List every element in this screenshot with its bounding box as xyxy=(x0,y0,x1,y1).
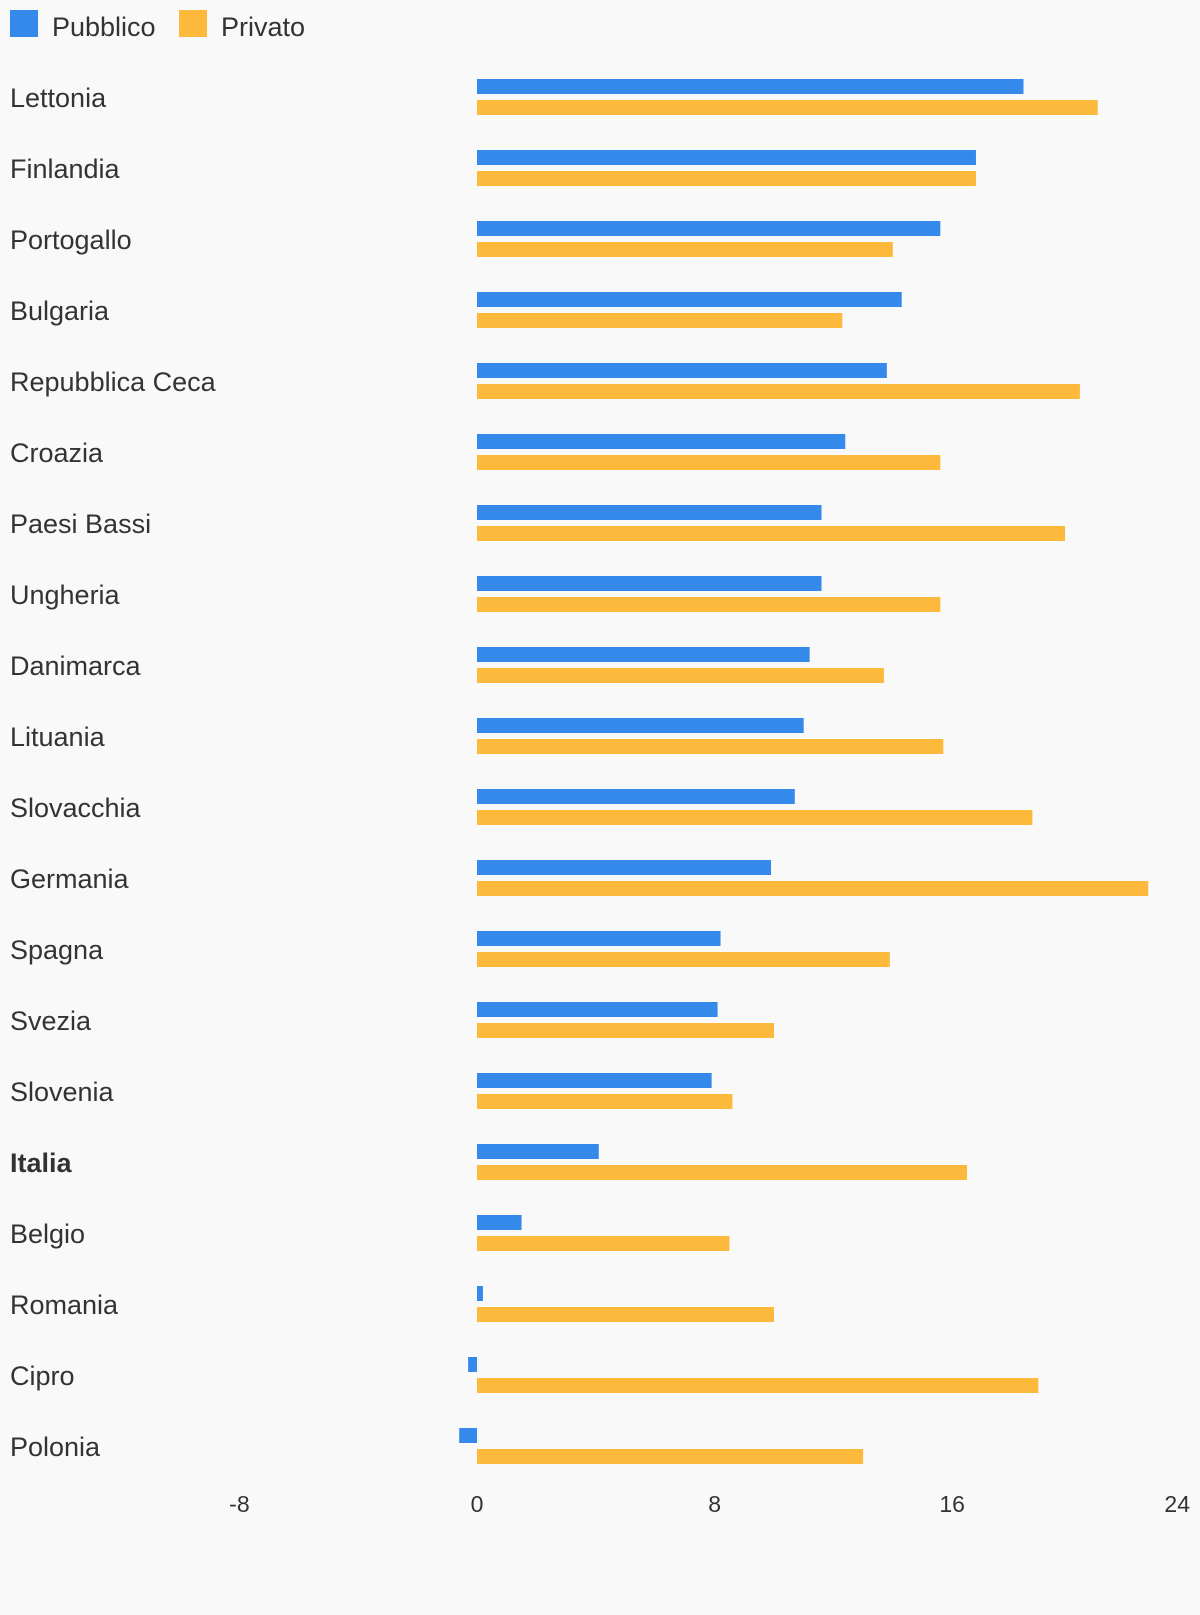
x-tick-label: 0 xyxy=(471,1491,484,1517)
bar-pubblico xyxy=(477,221,941,236)
bar-privato xyxy=(477,1307,774,1322)
category-label: Danimarca xyxy=(10,651,142,681)
bar-pubblico xyxy=(477,718,804,733)
bar-pubblico xyxy=(477,931,721,946)
bar-pubblico xyxy=(477,576,822,591)
legend-label-pubblico: Pubblico xyxy=(52,12,156,42)
bar-privato xyxy=(477,384,1080,399)
category-label: Repubblica Ceca xyxy=(10,367,217,397)
category-label: Bulgaria xyxy=(10,296,110,326)
category-label: Romania xyxy=(10,1290,119,1320)
bar-pubblico xyxy=(459,1428,477,1443)
category-label: Croazia xyxy=(10,438,104,468)
bars-layer xyxy=(459,79,1149,1464)
category-labels: Lettonia Finlandia Portogallo Bulgaria Repub… xyxy=(10,83,217,1462)
bar-privato xyxy=(477,1023,774,1038)
category-label: Ungheria xyxy=(10,580,121,610)
category-label: Portogallo xyxy=(10,225,132,255)
bar-pubblico xyxy=(477,1144,599,1159)
legend-label-privato: Privato xyxy=(221,12,305,42)
bar-privato xyxy=(477,668,884,683)
x-tick-label: 16 xyxy=(939,1491,965,1517)
category-label: Svezia xyxy=(10,1006,92,1036)
bar-privato xyxy=(477,313,843,328)
category-label: Italia xyxy=(10,1148,73,1178)
bar-pubblico xyxy=(477,1286,483,1301)
bar-pubblico xyxy=(477,860,772,875)
bar-privato xyxy=(477,881,1149,896)
bar-pubblico xyxy=(477,1073,712,1088)
category-label: Polonia xyxy=(10,1432,101,1462)
bar-pubblico xyxy=(477,79,1024,94)
bar-privato xyxy=(477,1378,1039,1393)
legend-swatch-pubblico xyxy=(10,10,38,37)
bar-privato xyxy=(477,1449,864,1464)
bar-pubblico xyxy=(477,434,846,449)
category-label: Slovacchia xyxy=(10,793,142,823)
bar-privato xyxy=(477,810,1033,825)
bar-privato xyxy=(477,100,1098,115)
bar-privato xyxy=(477,952,890,967)
bar-pubblico xyxy=(477,789,795,804)
bar-pubblico xyxy=(477,150,976,165)
legend-swatch-privato xyxy=(179,10,207,37)
bar-privato xyxy=(477,242,893,257)
bar-privato xyxy=(477,739,944,754)
bar-pubblico xyxy=(477,363,887,378)
bar-pubblico xyxy=(477,1002,718,1017)
category-label: Lettonia xyxy=(10,83,107,113)
category-label: Germania xyxy=(10,864,130,894)
bar-privato xyxy=(477,1094,733,1109)
category-label: Lituania xyxy=(10,722,106,752)
x-tick-label: 24 xyxy=(1164,1491,1190,1517)
x-tick-label: 8 xyxy=(708,1491,721,1517)
legend: Pubblico Privato xyxy=(10,10,305,42)
bar-pubblico xyxy=(477,292,902,307)
bar-pubblico xyxy=(477,505,822,520)
x-tick-label: -8 xyxy=(229,1491,249,1517)
bar-privato xyxy=(477,455,941,470)
bar-privato xyxy=(477,1236,730,1251)
category-label: Paesi Bassi xyxy=(10,509,151,539)
bar-pubblico xyxy=(468,1357,477,1372)
bar-privato xyxy=(477,1165,968,1180)
category-label: Belgio xyxy=(10,1219,85,1249)
bar-pubblico xyxy=(477,647,810,662)
bar-privato xyxy=(477,597,941,612)
category-label: Slovenia xyxy=(10,1077,115,1107)
category-label: Cipro xyxy=(10,1361,75,1391)
bar-pubblico xyxy=(477,1215,522,1230)
category-label: Finlandia xyxy=(10,154,121,184)
bar-privato xyxy=(477,526,1066,541)
x-axis-ticks: -8 0 8 16 24 xyxy=(229,1491,1190,1517)
category-label: Spagna xyxy=(10,935,104,965)
bar-privato xyxy=(477,171,976,186)
